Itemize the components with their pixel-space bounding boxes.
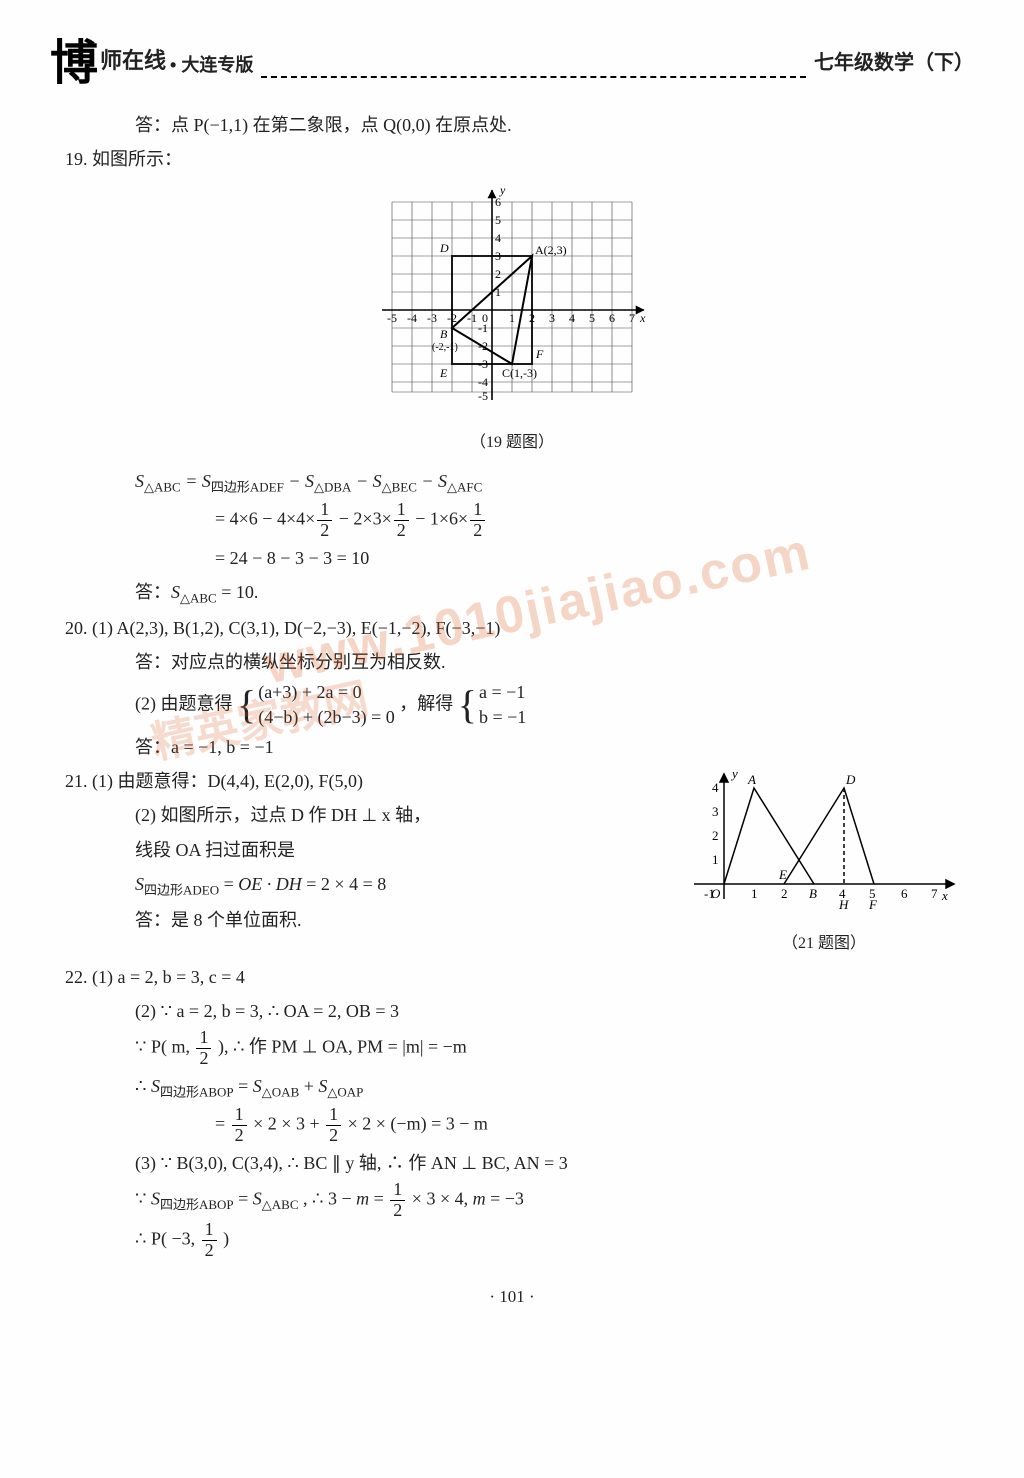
svg-text:5: 5 [589, 311, 595, 325]
svg-text:4: 4 [495, 231, 501, 245]
q19-eq3: = 24 − 8 − 3 − 3 = 10 [50, 541, 974, 575]
svg-text:3: 3 [495, 249, 501, 263]
q20-line1: 20. (1) A(2,3), B(1,2), C(3,1), D(−2,−3)… [50, 611, 974, 645]
svg-text:-1: -1 [467, 311, 477, 325]
q21-graph-svg: x y O A D E B H F -1 12 45 67 12 34 [684, 764, 964, 914]
svg-text:-4: -4 [407, 311, 417, 325]
svg-text:4: 4 [839, 886, 846, 901]
q19-answer: 答：S△ABC = 10. [50, 575, 974, 611]
svg-text:2: 2 [529, 311, 535, 325]
svg-text:x: x [941, 888, 948, 903]
q19-caption: （19 题图） [50, 428, 974, 458]
header-divider [261, 76, 806, 78]
svg-text:E: E [439, 366, 448, 380]
q20-line3: (2) 由题意得 {(a+3) + 2a = 0(4−b) + (2b−3) =… [50, 680, 974, 730]
svg-text:D: D [845, 772, 856, 787]
q22-line1: 22. (1) a = 2, b = 3, c = 4 [50, 960, 974, 994]
q21-figure: x y O A D E B H F -1 12 45 67 12 34 （21 … [674, 764, 974, 960]
svg-text:3: 3 [549, 311, 555, 325]
svg-text:1: 1 [751, 886, 758, 901]
q22-line8: ∴ P( −3, 12 ) [50, 1220, 974, 1261]
subject-label: 七年级数学（下） [814, 44, 974, 82]
svg-text:6: 6 [609, 311, 615, 325]
svg-text:C(1,-3): C(1,-3) [502, 366, 537, 380]
svg-text:2: 2 [781, 886, 788, 901]
svg-text:6: 6 [901, 886, 908, 901]
q20-answer: 答：a = −1, b = −1 [50, 730, 974, 764]
svg-text:3: 3 [712, 804, 719, 819]
svg-text:-3: -3 [478, 357, 488, 371]
svg-text:x: x [639, 311, 646, 325]
q19-eq1: S△ABC = S四边形ADEF − S△DBA − S△BEC − S△AFC [50, 464, 974, 500]
q19-eq2: = 4×6 − 4×4×12 − 2×3×12 − 1×6×12 [50, 500, 974, 541]
svg-text:-3: -3 [427, 311, 437, 325]
svg-text:7: 7 [629, 311, 635, 325]
q22-line7: ∵ S四边形ABOP = S△ABC , ∴ 3 − m = 12 × 3 × … [50, 1180, 974, 1221]
q22-line4: ∴ S四边形ABOP = S△OAB + S△OAP [50, 1069, 974, 1105]
svg-text:-5: -5 [478, 389, 488, 403]
svg-text:E: E [778, 867, 787, 882]
svg-text:5: 5 [495, 213, 501, 227]
svg-text:-4: -4 [478, 375, 488, 389]
svg-text:y: y [730, 766, 738, 781]
svg-text:1: 1 [495, 285, 501, 299]
q20-line2: 答：对应点的横纵坐标分别互为相反数. [50, 645, 974, 679]
q21-caption: （21 题图） [674, 929, 974, 959]
svg-text:6: 6 [495, 195, 501, 209]
svg-text:-1: -1 [478, 321, 488, 335]
svg-text:4: 4 [569, 311, 575, 325]
brand-name: 师在线 [100, 40, 166, 82]
svg-text:F: F [535, 347, 544, 361]
q22-line5: = 12 × 2 × 3 + 12 × 2 × (−m) = 3 − m [50, 1105, 974, 1146]
svg-text:B: B [809, 886, 817, 901]
svg-text:1: 1 [712, 852, 719, 867]
q22-line6: (3) ∵ B(3,0), C(3,4), ∴ BC ∥ y 轴, ∴ 作 AN… [50, 1146, 974, 1180]
svg-text:1: 1 [509, 311, 515, 325]
q22-line3: ∵ P( m, 12 ), ∴ 作 PM ⊥ OA, PM = |m| = −m [50, 1028, 974, 1069]
svg-text:2: 2 [712, 828, 719, 843]
page-number: · 101 · [50, 1281, 974, 1313]
svg-text:-1: -1 [704, 886, 715, 901]
svg-text:B: B [440, 327, 448, 341]
svg-text:5: 5 [869, 886, 876, 901]
svg-text:D: D [439, 241, 449, 255]
svg-text:4: 4 [712, 780, 719, 795]
svg-text:(-2,-1): (-2,-1) [432, 342, 458, 353]
svg-text:A(2,3): A(2,3) [535, 243, 567, 257]
svg-text:-2: -2 [447, 311, 457, 325]
q22-line2: (2) ∵ a = 2, b = 3, ∴ OA = 2, OB = 3 [50, 994, 974, 1028]
brand-logo-char: 博 [50, 40, 98, 88]
page-header: 博 师在线 • 大连专版 七年级数学（下） [50, 40, 974, 88]
edition-label: • 大连专版 [170, 48, 253, 82]
q19-figure: y x A(2,3) D B (-2,-1) E F C(1,-3) -5-4-… [50, 182, 974, 458]
svg-text:A: A [747, 772, 756, 787]
q19-intro: 19. 如图所示： [50, 142, 974, 176]
svg-text:-2: -2 [478, 339, 488, 353]
svg-text:-5: -5 [387, 311, 397, 325]
q19-graph-svg: y x A(2,3) D B (-2,-1) E F C(1,-3) -5-4-… [372, 182, 652, 412]
svg-text:2: 2 [495, 267, 501, 281]
q18-answer: 答：点 P(−1,1) 在第二象限，点 Q(0,0) 在原点处. [50, 108, 974, 142]
svg-text:7: 7 [931, 886, 938, 901]
